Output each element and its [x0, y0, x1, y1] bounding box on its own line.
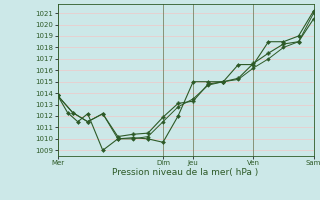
X-axis label: Pression niveau de la mer( hPa ): Pression niveau de la mer( hPa )	[112, 168, 259, 177]
